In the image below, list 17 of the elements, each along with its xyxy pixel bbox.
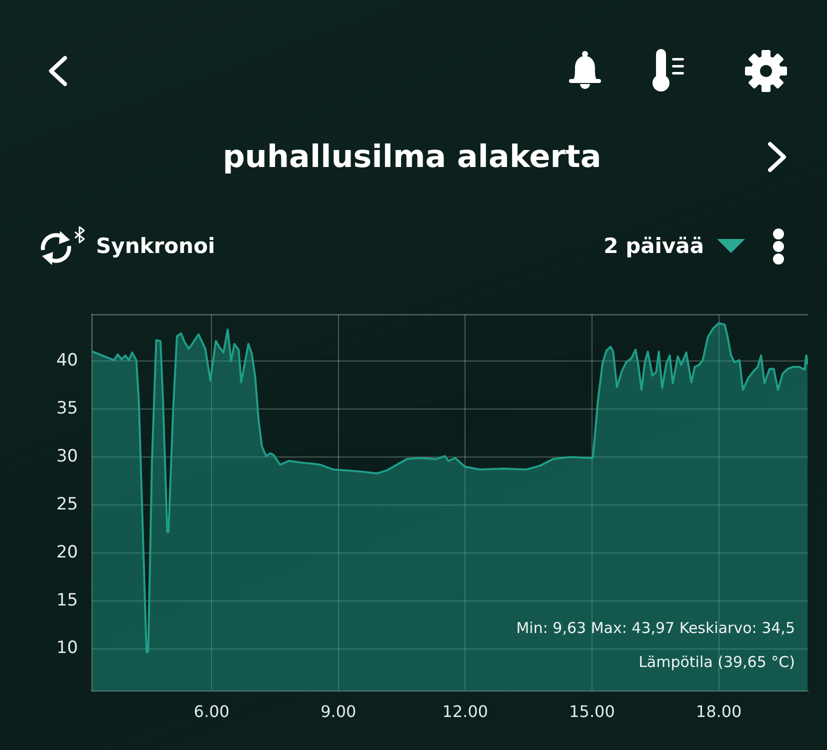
y-tick-label: 40 xyxy=(56,350,78,371)
x-tick-label: 9.00 xyxy=(320,702,356,721)
text: Synkronoi xyxy=(96,233,216,260)
y-tick-label: 20 xyxy=(56,542,78,562)
annotation: Min: 9,63 Max: 43,97 Keskiarvo: 34,5 xyxy=(516,619,795,637)
x-tick-label: 15.00 xyxy=(569,702,615,721)
y-tick-label: 25 xyxy=(56,494,78,514)
y-tick-label: 10 xyxy=(56,638,78,658)
y-tick-label: 35 xyxy=(56,398,78,419)
y-tick-label: 15 xyxy=(56,590,78,610)
y-tick-label: 30 xyxy=(56,446,78,466)
chart-title: puhallusilma alakerta xyxy=(222,138,602,177)
annotation: Lämpötila (39,65 °C) xyxy=(638,653,795,671)
x-tick-label: 6.00 xyxy=(194,702,230,721)
text: 2 päivää xyxy=(604,233,704,260)
x-tick-label: 12.00 xyxy=(442,702,488,721)
x-tick-label: 18.00 xyxy=(696,702,742,721)
